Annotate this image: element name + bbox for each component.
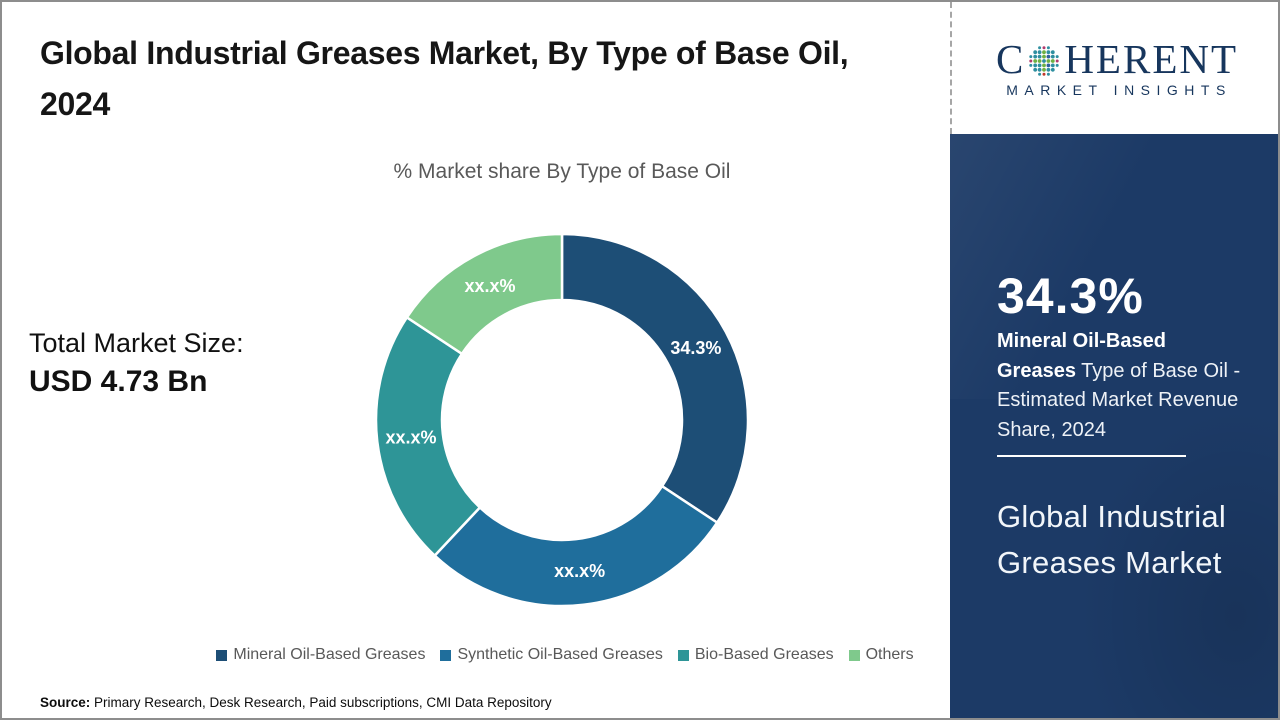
source-text: Primary Research, Desk Research, Paid su… <box>90 695 552 710</box>
sidebar-market-name: Global Industrial Greases Market <box>997 499 1227 580</box>
logo-text-suffix: HERENT <box>1064 35 1239 82</box>
legend-item-1: Mineral Oil-Based Greases <box>216 646 425 664</box>
legend-label: Others <box>865 646 914 663</box>
sidebar-stat-description: Mineral Oil-Based Greases Type of Base O… <box>997 327 1249 445</box>
sidebar-stat-description-bold: Mineral Oil-Based Greases <box>997 330 1166 382</box>
sidebar-stat-value: 34.3% <box>997 268 1144 324</box>
donut-chart: 34.3% xx.x% xx.x% xx.x% <box>352 220 772 620</box>
legend-swatch-icon <box>848 649 860 661</box>
donut-slice-1 <box>560 232 750 525</box>
legend-label: Bio-Based Greases <box>694 646 834 663</box>
sidebar-divider <box>997 455 1186 457</box>
donut-slice-label-1: 34.3% <box>670 338 721 358</box>
source-line: Source: Primary Research, Desk Research,… <box>40 695 552 710</box>
panel-texture-bottom <box>1049 369 1278 718</box>
right-sidebar: C HERENT MARKET INSIGHTS 34.3% Mineral O… <box>950 2 1278 718</box>
source-label: Source: <box>40 695 91 710</box>
logo-globe-icon <box>1029 45 1060 76</box>
legend-swatch-icon <box>216 649 228 661</box>
legend-label: Synthetic Oil-Based Greases <box>457 646 663 663</box>
sidebar-panel: 34.3% Mineral Oil-Based Greases Type of … <box>950 134 1278 718</box>
donut-slice-4 <box>405 232 564 356</box>
legend-swatch-icon <box>677 649 689 661</box>
donut-chart-svg: 34.3% xx.x% xx.x% xx.x% <box>374 232 750 608</box>
logo-text-prefix: C <box>995 35 1026 82</box>
legend-item-3: Bio-Based Greases <box>677 646 834 664</box>
logo-tagline: MARKET INSIGHTS <box>1006 81 1232 98</box>
chart-subtitle: % Market share By Type of Base Oil <box>393 160 731 183</box>
donut-slice-label-4: xx.x% <box>465 276 516 296</box>
donut-slice-label-2: xx.x% <box>554 561 605 581</box>
legend-item-2: Synthetic Oil-Based Greases <box>440 646 663 664</box>
page-title: Global Industrial Greases Market, By Typ… <box>40 35 849 122</box>
total-market-size-label: Total Market Size: <box>29 328 244 358</box>
legend-item-4: Others <box>848 646 914 664</box>
logo-row: C HERENT <box>995 35 1239 82</box>
panel-texture-top <box>950 134 1278 399</box>
total-market-size-value: USD 4.73 Bn <box>29 365 208 398</box>
main-content-area: Global Industrial Greases Market, By Typ… <box>2 2 952 718</box>
donut-slice-2 <box>432 484 719 608</box>
chart-legend: Mineral Oil-Based Greases Synthetic Oil-B… <box>90 646 1040 664</box>
donut-slice-label-3: xx.x% <box>386 428 437 448</box>
total-market-size-block: Total Market Size: USD 4.73 Bn <box>29 324 244 402</box>
sidebar-stat-description-rest: Type of Base Oil - Estimated Market Reve… <box>997 359 1241 441</box>
legend-swatch-icon <box>440 649 452 661</box>
coherent-logo: C HERENT MARKET INSIGHTS <box>950 2 1278 134</box>
legend-label: Mineral Oil-Based Greases <box>233 646 426 663</box>
